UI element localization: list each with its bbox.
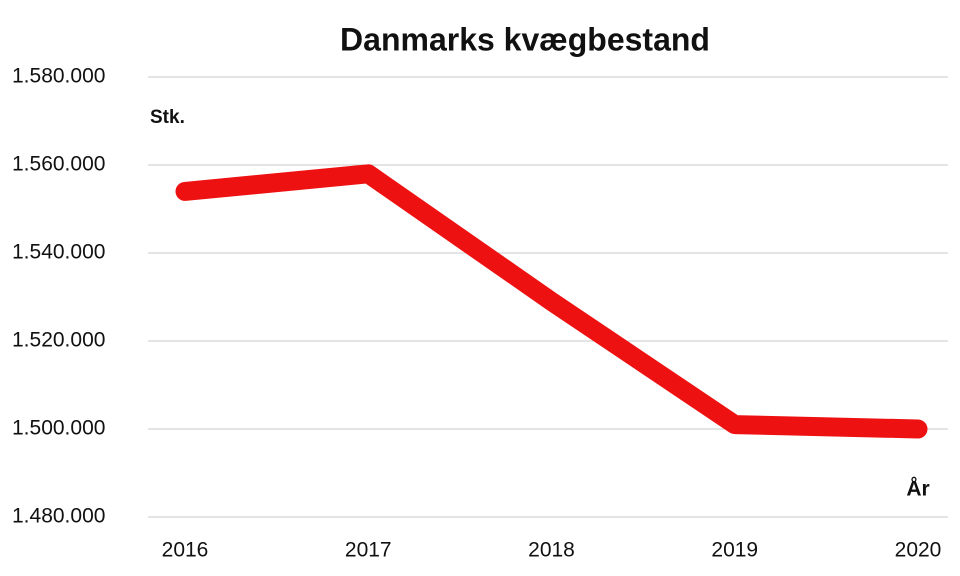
y-axis-label: Stk. <box>150 107 185 128</box>
y-tick-label: 1.480.000 <box>12 505 105 528</box>
y-tick-label: 1.520.000 <box>12 329 105 352</box>
y-tick-label: 1.560.000 <box>12 153 105 176</box>
y-tick-label: 1.500.000 <box>12 417 105 440</box>
x-tick-label: 2019 <box>711 539 758 562</box>
data-line <box>175 164 928 439</box>
chart-title: Danmarks kvægbestand <box>340 21 710 57</box>
x-tick-label: 2018 <box>528 539 575 562</box>
x-tick-label: 2020 <box>895 539 942 562</box>
x-axis-label: År <box>906 477 929 501</box>
y-tick-label: 1.580.000 <box>12 65 105 88</box>
y-tick-label: 1.540.000 <box>12 241 105 264</box>
x-tick-label: 2017 <box>345 539 392 562</box>
x-tick-label: 2016 <box>162 539 209 562</box>
